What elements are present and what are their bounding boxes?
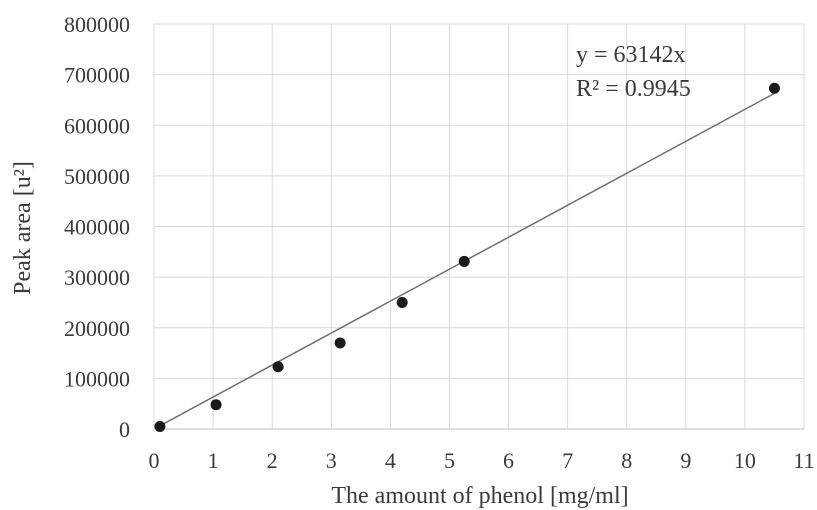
x-tick-label: 4 [385, 448, 396, 473]
y-tick-label: 400000 [64, 215, 130, 240]
x-tick-label: 8 [621, 448, 632, 473]
data-points [154, 82, 780, 432]
x-tick-label: 10 [734, 448, 756, 473]
data-point [396, 296, 408, 308]
trendline-equation: y = 63142x [576, 42, 686, 68]
r-squared-label: R² = 0.9945 [576, 76, 691, 102]
x-tick-label: 9 [680, 448, 691, 473]
y-tick-label: 800000 [64, 12, 130, 37]
y-tick-label: 0 [119, 417, 130, 442]
y-tick-label: 500000 [64, 164, 130, 189]
y-axis-title: Peak area [u²] [10, 161, 36, 295]
x-tick-label: 5 [444, 448, 455, 473]
y-tick-label: 600000 [64, 113, 130, 138]
y-tick-label: 100000 [64, 366, 130, 391]
y-tick-label: 700000 [64, 63, 130, 88]
data-point [210, 399, 222, 411]
x-tick-label: 11 [793, 448, 814, 473]
y-tick-labels: 0 100000 200000 300000 400000 500000 600000 700… [64, 12, 130, 442]
data-point [458, 255, 470, 267]
data-point [768, 82, 780, 94]
data-point [154, 420, 166, 432]
x-tick-label: 7 [562, 448, 573, 473]
x-tick-label: 3 [326, 448, 337, 473]
x-tick-label: 0 [149, 448, 160, 473]
grid [153, 23, 805, 430]
y-tick-label: 200000 [64, 316, 130, 341]
x-tick-label: 2 [267, 448, 278, 473]
data-point [334, 337, 346, 349]
y-tick-label: 300000 [64, 265, 130, 290]
x-axis-title: The amount of phenol [mg/ml] [331, 483, 628, 509]
x-tick-label: 1 [208, 448, 219, 473]
data-point [272, 361, 284, 373]
x-tick-label: 6 [503, 448, 514, 473]
x-tick-labels: 0 1 2 3 4 5 6 7 8 9 10 11 [149, 448, 815, 473]
